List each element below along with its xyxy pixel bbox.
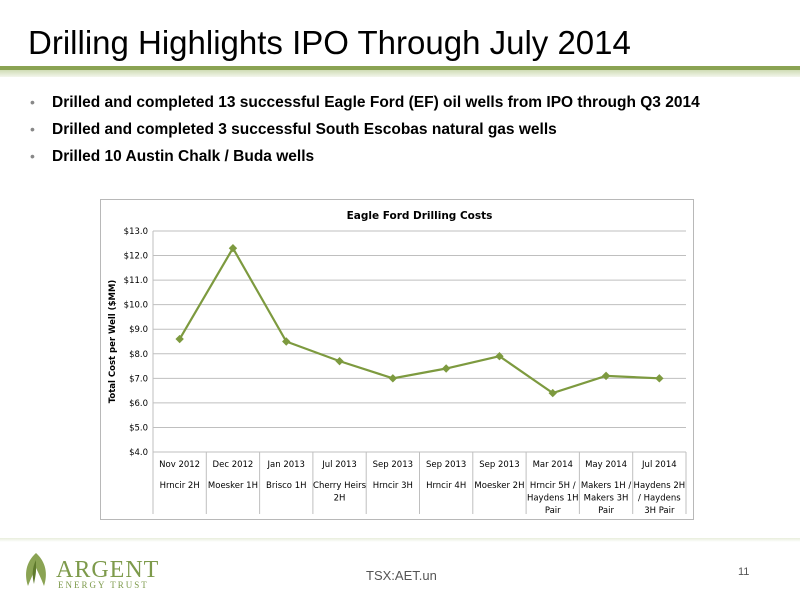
chart-title: Eagle Ford Drilling Costs: [347, 210, 493, 222]
logo-subtitle: ENERGY TRUST: [58, 580, 149, 590]
title-accent-band: [0, 66, 800, 70]
x-category-label: Sep 2013: [479, 460, 519, 470]
bullet-item: • Drilled and completed 3 successful Sout…: [30, 119, 770, 140]
x-category-sublabel: Hrncir 4H: [426, 481, 466, 491]
x-category-sublabel: Moesker 2H: [474, 481, 524, 491]
y-tick-label: $8.0: [129, 350, 148, 360]
y-tick-label: $4.0: [129, 448, 148, 458]
x-category-sublabel: Makers 1H / Makers 3H Pair: [581, 481, 632, 516]
y-tick-label: $6.0: [129, 399, 148, 409]
bullet-text: Drilled and completed 3 successful South…: [52, 121, 557, 138]
data-point-marker: [388, 374, 398, 383]
bullet-list: • Drilled and completed 13 successful Eag…: [30, 92, 770, 173]
y-tick-label: $13.0: [124, 227, 148, 237]
bullet-dot-icon: •: [30, 94, 35, 110]
x-category-label: May 2014: [585, 460, 627, 470]
data-point-marker: [655, 374, 664, 383]
y-tick-label: $5.0: [129, 423, 148, 433]
data-point-marker: [335, 356, 344, 366]
bullet-item: • Drilled and completed 13 successful Eag…: [30, 92, 770, 113]
x-category-label: Sep 2013: [426, 460, 466, 470]
x-category-label: Dec 2012: [213, 460, 254, 470]
y-tick-label: $12.0: [124, 252, 148, 262]
data-point-marker: [441, 364, 451, 373]
slide-title: Drilling Highlights IPO Through July 201…: [28, 24, 631, 61]
x-category-sublabel: Hrncir 2H: [160, 481, 200, 491]
logo-wordmark: ARGENT: [56, 557, 160, 583]
title-accent-gradient: [0, 70, 800, 77]
footer-divider: [0, 538, 800, 542]
bullet-dot-icon: •: [30, 121, 35, 137]
y-tick-label: $11.0: [124, 276, 148, 286]
x-category-label: Mar 2014: [533, 460, 573, 470]
bullet-dot-icon: •: [30, 148, 35, 164]
eagle-ford-cost-chart: Eagle Ford Drilling Costs $4.0 $5.0 $6.0 $7.…: [108, 210, 687, 516]
page-number: 11: [738, 566, 750, 578]
x-category-sublabel: Cherry Heirs 2H: [313, 481, 367, 504]
argent-leaf-logo-icon: [26, 553, 46, 586]
x-category-sublabel: Moesker 1H: [208, 481, 258, 491]
data-point-marker: [228, 243, 238, 253]
y-tick-label: $7.0: [129, 374, 148, 384]
x-category-label: Jul 2013: [321, 460, 357, 470]
x-category-sublabel: Hrncir 3H: [373, 481, 413, 491]
y-tick-label: $9.0: [129, 325, 148, 335]
data-point-marker: [175, 334, 184, 344]
x-category-sublabel: Brisco 1H: [266, 481, 307, 491]
bullet-item: • Drilled 10 Austin Chalk / Buda wells: [30, 146, 770, 167]
x-category-label: Jul 2014: [641, 460, 677, 470]
x-category-sublabel: Haydens 2H / Haydens 3H Pair: [634, 481, 686, 516]
bullet-text: Drilled and completed 13 successful Eagl…: [52, 94, 700, 111]
x-category-sublabel: Hrncir 5H / Haydens 1H Pair: [527, 481, 579, 516]
ticker-symbol: TSX:AET.un: [366, 568, 437, 583]
data-point-marker: [282, 337, 291, 346]
bullet-text: Drilled 10 Austin Chalk / Buda wells: [52, 148, 315, 165]
data-point-marker: [495, 352, 504, 361]
data-point-marker: [548, 388, 557, 398]
y-axis-label: Total Cost per Well ($MM): [108, 280, 118, 404]
series-line: [178, 245, 660, 395]
x-category-label: Nov 2012: [159, 460, 200, 470]
x-category-label: Sep 2013: [373, 460, 413, 470]
x-category-label: Jan 2013: [267, 460, 305, 470]
chart-container: Eagle Ford Drilling Costs $4.0 $5.0 $6.0 $7.…: [100, 199, 694, 520]
y-tick-label: $10.0: [124, 301, 148, 311]
